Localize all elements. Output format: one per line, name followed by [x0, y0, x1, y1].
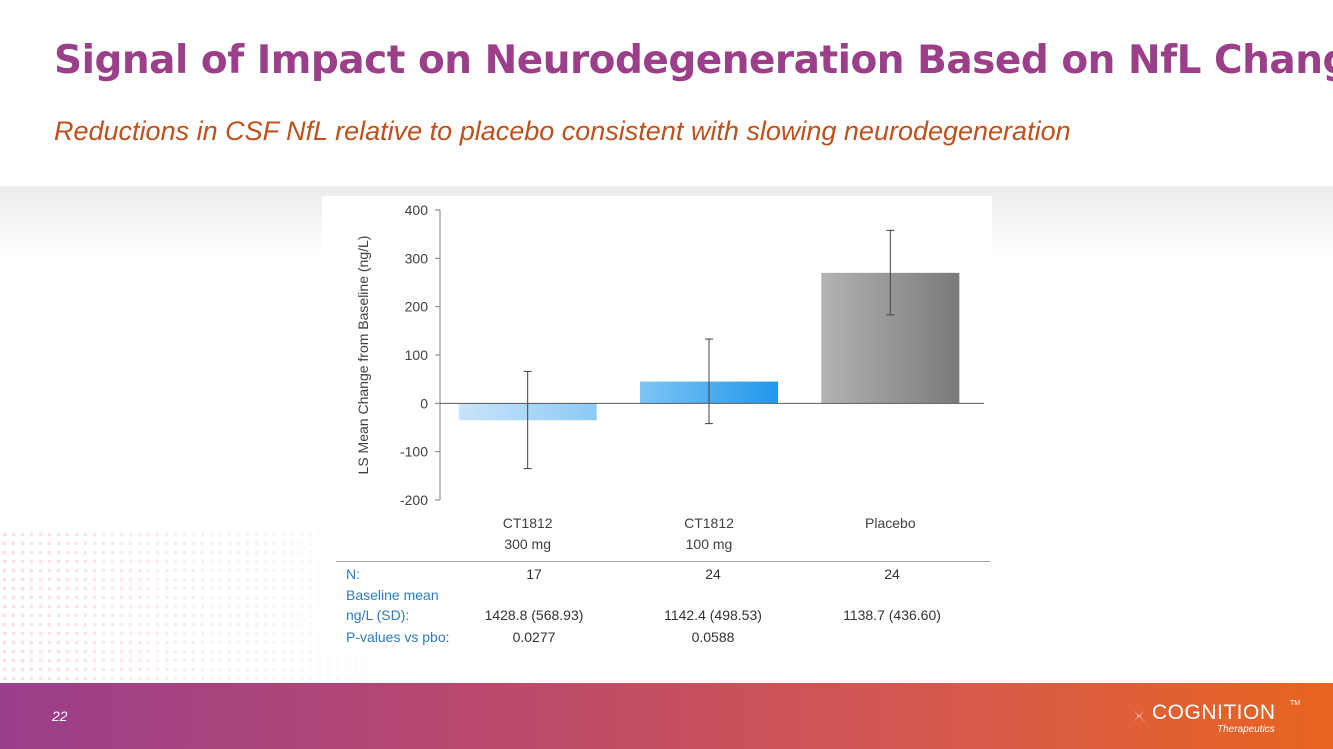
y-tick-label: -100: [400, 444, 428, 460]
logo-x-icon: [1126, 703, 1152, 729]
table-divider: [336, 561, 990, 562]
n-value-placebo: 24: [884, 566, 900, 582]
bar-chart: 400 300 200 100 0 -100 -200 LS Mean Change from…: [355, 202, 984, 552]
y-tick-label: 400: [405, 202, 429, 218]
row-label-baseline-1: Baseline mean: [346, 587, 439, 603]
y-tick-label: -200: [400, 492, 428, 508]
chart-panel: 400 300 200 100 0 -100 -200 LS Mean Change from…: [322, 196, 992, 656]
x-category-label-1: CT1812: [684, 515, 734, 531]
y-axis-title: LS Mean Change from Baseline (ng/L): [355, 236, 371, 475]
pvalue-300mg: 0.0277: [512, 629, 556, 645]
x-category-sublabel-1: 100 mg: [686, 536, 733, 552]
n-value-100mg: 24: [705, 566, 721, 582]
pvalue-100mg: 0.0588: [691, 629, 735, 645]
slide-subtitle: Reductions in CSF NfL relative to placeb…: [54, 116, 1071, 146]
baseline-value-100mg: 1142.4 (498.53): [664, 607, 762, 623]
n-value-300mg: 17: [526, 566, 542, 582]
footer-bar: 22 COGNITION TM Therapeutics: [0, 683, 1333, 749]
logo-trademark: TM: [1290, 700, 1301, 707]
logo-tagline: Therapeutics: [1217, 724, 1275, 735]
row-label-pvalue: P-values vs pbo:: [346, 629, 450, 645]
logo-name: COGNITION: [1152, 701, 1276, 724]
company-logo: COGNITION TM Therapeutics: [1124, 697, 1304, 739]
row-label-baseline-2: ng/L (SD):: [346, 607, 410, 623]
page-number: 22: [52, 708, 68, 724]
x-category-sublabel-0: 300 mg: [504, 536, 551, 552]
slide-title: Signal of Impact on Neurodegeneration Ba…: [54, 38, 1333, 83]
baseline-value-300mg: 1428.8 (568.93): [484, 607, 584, 623]
y-tick-label: 300: [405, 250, 429, 266]
x-category-label-2: Placebo: [865, 515, 916, 531]
row-label-n: N:: [346, 566, 360, 582]
y-tick-label: 200: [405, 299, 429, 315]
y-tick-label: 0: [420, 395, 428, 411]
x-category-label-0: CT1812: [503, 515, 553, 531]
baseline-value-placebo: 1138.7 (436.60): [843, 607, 941, 623]
y-tick-label: 100: [405, 347, 429, 363]
